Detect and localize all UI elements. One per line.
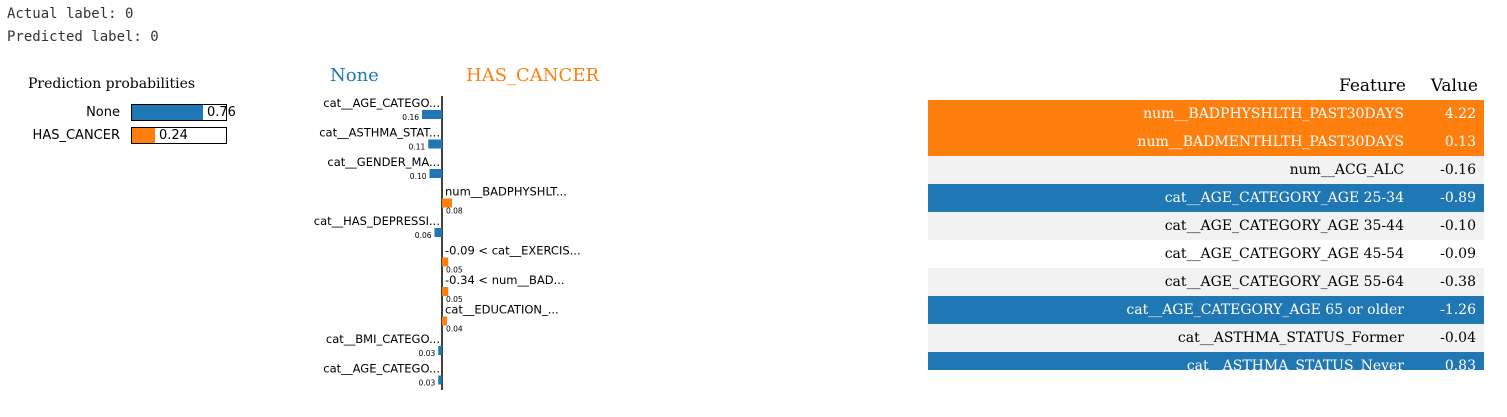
value-cell: -0.89 (1440, 190, 1476, 206)
table-row: cat__AGE_CATEGORY_AGE 25-34 -0.89 (928, 184, 1484, 212)
class-name-none: None (330, 65, 379, 86)
feature-cell: cat__AGE_CATEGORY_AGE 25-34 (1164, 190, 1404, 206)
value-cell: -1.26 (1440, 302, 1476, 318)
explanation-bar (438, 375, 442, 385)
table-row: cat__AGE_CATEGORY_AGE 55-64 -0.38 (928, 268, 1484, 296)
value-column-header: Value (1430, 76, 1478, 96)
explanation-chart: cat__AGE_CATEGO... 0.16 cat__ASTHMA_STAT..… (314, 96, 581, 390)
table-row: num__BADMENTHLTH_PAST30DAYS 0.13 (928, 128, 1484, 156)
bar-value-label: 0.05 (446, 295, 463, 304)
feature-label: -0.09 < cat__EXERCIS... (445, 244, 581, 258)
bar-value-label: 0.03 (419, 349, 436, 358)
feature-label: cat__HAS_DEPRESSI... (314, 214, 440, 228)
value-cell: 4.22 (1444, 106, 1476, 122)
prob-label-has-cancer: HAS_CANCER (32, 128, 120, 143)
explanation-bar (434, 228, 442, 237)
explanation-bar (429, 169, 442, 178)
prob-bar-none: 0.76 (131, 104, 236, 121)
value-cell: 0.83 (1444, 358, 1476, 370)
prob-fill-has-cancer (132, 128, 155, 143)
feature-table-panel: Feature Value num__BADPHYSHLTH_PAST30DAY… (928, 72, 1484, 370)
feature-cell: num__BADPHYSHLTH_PAST30DAYS (1143, 106, 1404, 122)
value-cell: -0.04 (1440, 330, 1476, 346)
bar-value-label: 0.16 (402, 113, 419, 122)
explanation-bar (442, 316, 447, 326)
table-row: cat__AGE_CATEGORY_AGE 35-44 -0.10 (928, 212, 1484, 240)
feature-cell: num__ACG_ALC (1289, 162, 1404, 178)
feature-label: cat__GENDER_MA... (327, 155, 440, 169)
feature-cell: cat__AGE_CATEGORY_AGE 35-44 (1164, 218, 1404, 234)
feature-table: Feature Value num__BADPHYSHLTH_PAST30DAY… (928, 72, 1484, 370)
prob-fill-none (132, 105, 203, 120)
feature-label: -0.34 < num__BAD... (445, 273, 565, 287)
bar-value-label: 0.05 (446, 266, 463, 275)
feature-label: cat__ASTHMA_STAT... (319, 126, 440, 140)
table-row: cat__AGE_CATEGORY_AGE 65 or older -1.26 (928, 296, 1484, 324)
feature-cell: cat__ASTHMA_STATUS_Never (1186, 358, 1404, 370)
class-name-has-cancer: HAS_CANCER (466, 65, 600, 86)
value-cell: -0.10 (1440, 218, 1476, 234)
value-cell: -0.09 (1440, 246, 1476, 262)
bar-value-label: 0.06 (415, 231, 432, 240)
bar-value-label: 0.11 (409, 143, 426, 152)
feature-cell: cat__AGE_CATEGORY_AGE 55-64 (1164, 274, 1404, 290)
feature-cell: cat__AGE_CATEGORY_AGE 45-54 (1164, 246, 1404, 262)
explanation-bar (442, 287, 449, 296)
table-row: num__ACG_ALC -0.16 (928, 156, 1484, 184)
bar-value-label: 0.04 (446, 325, 463, 334)
explanation-bar (442, 198, 452, 208)
explanation-bar (428, 139, 442, 149)
predicted-label-text: Predicted label: 0 (7, 29, 159, 45)
explanation-bar (442, 257, 449, 267)
explanation-bar (422, 110, 442, 119)
table-row: cat__ASTHMA_STATUS_Former -0.04 (928, 324, 1484, 352)
actual-label-text: Actual label: 0 (7, 6, 134, 22)
feature-label: cat__BMI_CATEGO... (326, 332, 440, 346)
table-row: cat__AGE_CATEGORY_AGE 45-54 -0.09 (928, 240, 1484, 268)
prediction-probabilities-title: Prediction probabilities (28, 76, 196, 92)
table-row: num__BADPHYSHLTH_PAST30DAYS 4.22 (928, 100, 1484, 128)
feature-label: cat__EDUCATION_... (445, 303, 559, 317)
prob-value-has-cancer: 0.24 (159, 128, 188, 143)
table-row: cat__ASTHMA_STATUS_Never 0.83 (928, 352, 1484, 370)
feature-table-header: Feature Value (928, 72, 1484, 100)
prob-value-none: 0.76 (207, 105, 236, 120)
bar-value-label: 0.03 (419, 379, 436, 388)
feature-label: num__BADPHYSHLT... (445, 185, 567, 199)
bar-value-label: 0.10 (410, 172, 427, 181)
feature-column-header: Feature (1338, 76, 1406, 96)
bar-value-label: 0.08 (446, 207, 463, 216)
value-cell: 0.13 (1444, 134, 1476, 150)
value-cell: -0.16 (1440, 162, 1476, 178)
feature-label: cat__AGE_CATEGO... (323, 96, 440, 110)
feature-label: cat__AGE_CATEGO... (323, 362, 440, 376)
value-cell: -0.38 (1440, 274, 1476, 290)
feature-cell: num__BADMENTHLTH_PAST30DAYS (1137, 134, 1404, 150)
prob-bar-has-cancer: 0.24 (131, 127, 227, 144)
prob-label-none: None (86, 105, 120, 120)
feature-cell: cat__ASTHMA_STATUS_Former (1177, 330, 1404, 346)
feature-cell: cat__AGE_CATEGORY_AGE 65 or older (1126, 302, 1404, 318)
explanation-bar (438, 346, 442, 355)
